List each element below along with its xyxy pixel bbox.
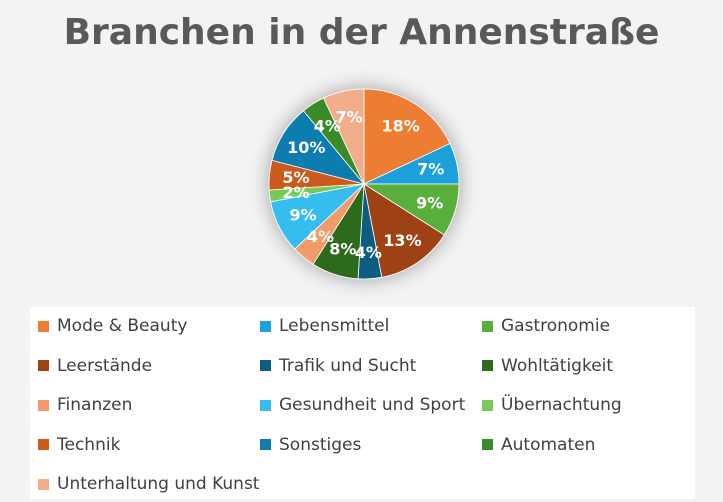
- legend-swatch: [260, 360, 271, 371]
- legend-label: Wohltätigkeit: [501, 355, 614, 376]
- legend-item: Leerstände: [38, 354, 152, 378]
- legend-item: Automaten: [482, 433, 595, 457]
- legend-swatch: [482, 399, 493, 411]
- legend-label: Unterhaltung und Kunst: [57, 474, 260, 494]
- slice-data-label: 7%: [417, 160, 444, 179]
- chart-title: Branchen in der Annenstraße: [63, 12, 660, 53]
- legend-swatch: [482, 439, 493, 450]
- legend-swatch: [38, 478, 49, 490]
- legend-label: Automaten: [501, 434, 596, 455]
- legend-item: Wohltätigkeit: [482, 354, 613, 378]
- legend-swatch: [260, 439, 271, 450]
- slice-data-label: 8%: [329, 240, 356, 259]
- legend-swatch: [38, 439, 49, 450]
- legend-item: Gastronomie: [482, 314, 610, 338]
- legend-label: Lebensmittel: [279, 316, 390, 336]
- slice-data-label: 4%: [355, 243, 382, 262]
- legend-item: Gesundheit und Sport: [260, 393, 465, 417]
- pie-slice: [363, 88, 451, 185]
- chart-legend: Mode & Beauty Lebensmittel Gastronomie Leer…: [30, 307, 695, 499]
- slice-data-label: 5%: [282, 168, 309, 187]
- legend-swatch: [482, 320, 493, 332]
- legend-label: Trafik und Sucht: [279, 355, 417, 376]
- legend-item: Sonstiges: [260, 433, 361, 457]
- pie-slice: [323, 88, 365, 185]
- legend-item: Mode & Beauty: [38, 314, 187, 338]
- legend-label: Gastronomie: [501, 316, 611, 336]
- legend-label: Mode & Beauty: [57, 316, 188, 336]
- legend-item: Übernachtung: [482, 393, 622, 417]
- legend-item: Lebensmittel: [260, 314, 389, 338]
- legend-item: Finanzen: [38, 393, 132, 417]
- slice-data-label: 9%: [416, 194, 443, 213]
- legend-item: Trafik und Sucht: [260, 354, 416, 378]
- legend-label: Finanzen: [57, 395, 133, 415]
- slice-data-label: 10%: [287, 138, 325, 157]
- legend-swatch: [38, 320, 49, 332]
- pie-chart: 18%7%9%13%4%8%4%9%2%5%10%4%7%: [268, 88, 460, 280]
- slice-data-label: 4%: [314, 117, 341, 136]
- legend-item: Technik: [38, 433, 120, 457]
- slice-data-label: 9%: [289, 206, 316, 225]
- legend-label: Leerstände: [57, 355, 153, 376]
- legend-swatch: [260, 320, 271, 332]
- slice-data-label: 7%: [335, 108, 362, 127]
- legend-label: Sonstiges: [279, 434, 362, 455]
- legend-item: Unterhaltung und Kunst: [38, 472, 259, 496]
- pie-slice: [363, 183, 445, 278]
- legend-swatch: [38, 399, 49, 411]
- legend-label: Technik: [57, 434, 121, 455]
- legend-swatch: [38, 360, 49, 371]
- legend-swatch: [260, 399, 271, 411]
- slice-data-label: 13%: [383, 231, 421, 250]
- legend-label: Übernachtung: [501, 395, 622, 415]
- legend-label: Gesundheit und Sport: [279, 395, 466, 415]
- slice-data-label: 18%: [382, 117, 420, 136]
- legend-swatch: [482, 360, 493, 371]
- slice-data-label: 2%: [283, 183, 310, 202]
- slice-data-label: 4%: [307, 227, 334, 246]
